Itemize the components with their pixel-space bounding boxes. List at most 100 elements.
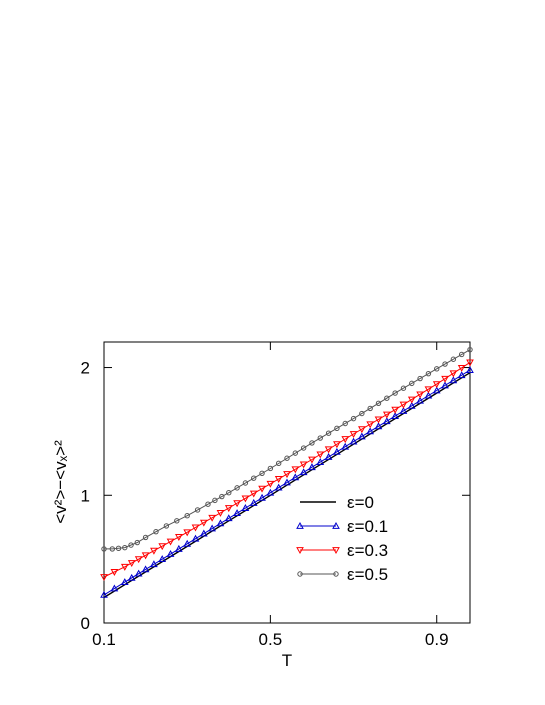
- series-marker-1: [100, 590, 108, 598]
- series-marker-1: [349, 437, 358, 445]
- series-marker-1: [274, 483, 283, 491]
- series-marker-2: [199, 519, 208, 527]
- series-marker-1: [457, 371, 466, 379]
- series-marker-2: [249, 490, 258, 498]
- series-marker-3: [400, 385, 407, 391]
- series-marker-3: [342, 420, 348, 427]
- series-marker-3: [205, 501, 211, 507]
- series-marker-1: [233, 509, 241, 517]
- series-marker-2: [258, 485, 266, 493]
- series-layer: [100, 346, 474, 599]
- series-marker-3: [109, 546, 116, 552]
- series-marker-3: [184, 513, 190, 519]
- series-marker-1: [183, 539, 192, 547]
- series-marker-1: [249, 498, 258, 506]
- series-marker-2: [241, 495, 250, 503]
- series-marker-3: [458, 351, 465, 358]
- series-marker-2: [391, 406, 399, 414]
- series-marker-1: [127, 573, 136, 581]
- series-marker-2: [283, 471, 291, 479]
- y-axis-label: <v²>−<vₓ>²: [51, 440, 70, 524]
- series-marker-2: [349, 431, 358, 438]
- series-marker-2: [424, 386, 433, 394]
- series-marker-1: [432, 386, 441, 394]
- series-marker-1: [441, 381, 449, 389]
- series-marker-2: [175, 534, 183, 541]
- series-marker-3: [317, 435, 323, 441]
- series-marker-1: [134, 569, 143, 577]
- series-marker-2: [432, 381, 441, 389]
- series-marker-1: [241, 504, 250, 511]
- series-marker-2: [333, 441, 341, 449]
- series-marker-2: [266, 480, 275, 488]
- legend-marker-1: [332, 521, 340, 529]
- series-marker-2: [150, 547, 158, 555]
- series-marker-1: [358, 432, 366, 440]
- series-marker-3: [242, 480, 249, 486]
- series-marker-1: [120, 578, 129, 586]
- series-marker-3: [425, 370, 432, 377]
- series-marker-3: [142, 534, 149, 541]
- series-marker-3: [359, 410, 365, 417]
- legend-label-0: ε=0: [347, 493, 374, 512]
- series-marker-2: [399, 401, 408, 409]
- legend-label-3: ε=0.5: [347, 565, 388, 584]
- x-tick-label: 0.9: [425, 630, 449, 649]
- series-marker-2: [208, 514, 216, 522]
- series-marker-1: [258, 493, 266, 501]
- series-marker-2: [183, 529, 192, 537]
- series-marker-2: [457, 364, 466, 372]
- series-marker-3: [284, 455, 290, 461]
- series-marker-1: [382, 417, 391, 425]
- y-tick-label: 1: [81, 486, 90, 505]
- series-marker-2: [366, 421, 375, 429]
- series-marker-1: [199, 529, 208, 537]
- series-marker-1: [299, 468, 308, 476]
- series-marker-1: [416, 396, 424, 404]
- series-marker-2: [158, 543, 167, 551]
- series-marker-1: [283, 478, 291, 486]
- series-marker-1: [424, 391, 433, 399]
- legend-marker-1: [296, 521, 304, 529]
- series-marker-2: [224, 505, 233, 513]
- series-marker-3: [251, 475, 257, 481]
- series-marker-1: [391, 412, 399, 419]
- series-marker-3: [259, 470, 265, 477]
- series-marker-3: [450, 356, 457, 362]
- legend-marker-3: [297, 571, 303, 577]
- series-marker-1: [224, 514, 233, 522]
- series-marker-1: [110, 584, 119, 592]
- series-marker-3: [375, 400, 382, 407]
- series-marker-3: [292, 450, 299, 456]
- plot-frame: [103, 341, 471, 624]
- legend-label-2: ε=0.3: [347, 541, 388, 560]
- series-marker-1: [216, 519, 225, 527]
- series-marker-2: [100, 574, 108, 582]
- series-marker-1: [316, 458, 325, 465]
- series-marker-2: [466, 359, 474, 367]
- series-marker-2: [358, 426, 366, 434]
- series-marker-3: [226, 490, 232, 496]
- series-marker-1: [308, 463, 316, 471]
- legend-label-1: ε=0.1: [347, 517, 388, 536]
- series-marker-2: [166, 538, 175, 546]
- series-marker-2: [141, 552, 150, 560]
- series-marker-1: [449, 376, 458, 384]
- series-marker-3: [325, 430, 332, 436]
- series-marker-1: [158, 555, 167, 563]
- legend-marker-3: [333, 571, 339, 577]
- series-marker-1: [407, 401, 416, 409]
- series-marker-3: [367, 405, 373, 412]
- legend-marker-2: [296, 547, 304, 555]
- series-marker-1: [266, 488, 275, 496]
- series-marker-3: [194, 507, 201, 513]
- ticks: 0.1 0.5 0.9 0 1 2: [81, 342, 470, 649]
- series-marker-3: [212, 497, 218, 504]
- series-marker-3: [434, 366, 440, 372]
- series-marker-2: [134, 556, 143, 564]
- series-marker-2: [191, 524, 200, 532]
- series-marker-3: [134, 539, 140, 546]
- series-marker-3: [153, 528, 159, 535]
- x-axis-label: T: [282, 651, 292, 670]
- series-marker-1: [175, 544, 183, 552]
